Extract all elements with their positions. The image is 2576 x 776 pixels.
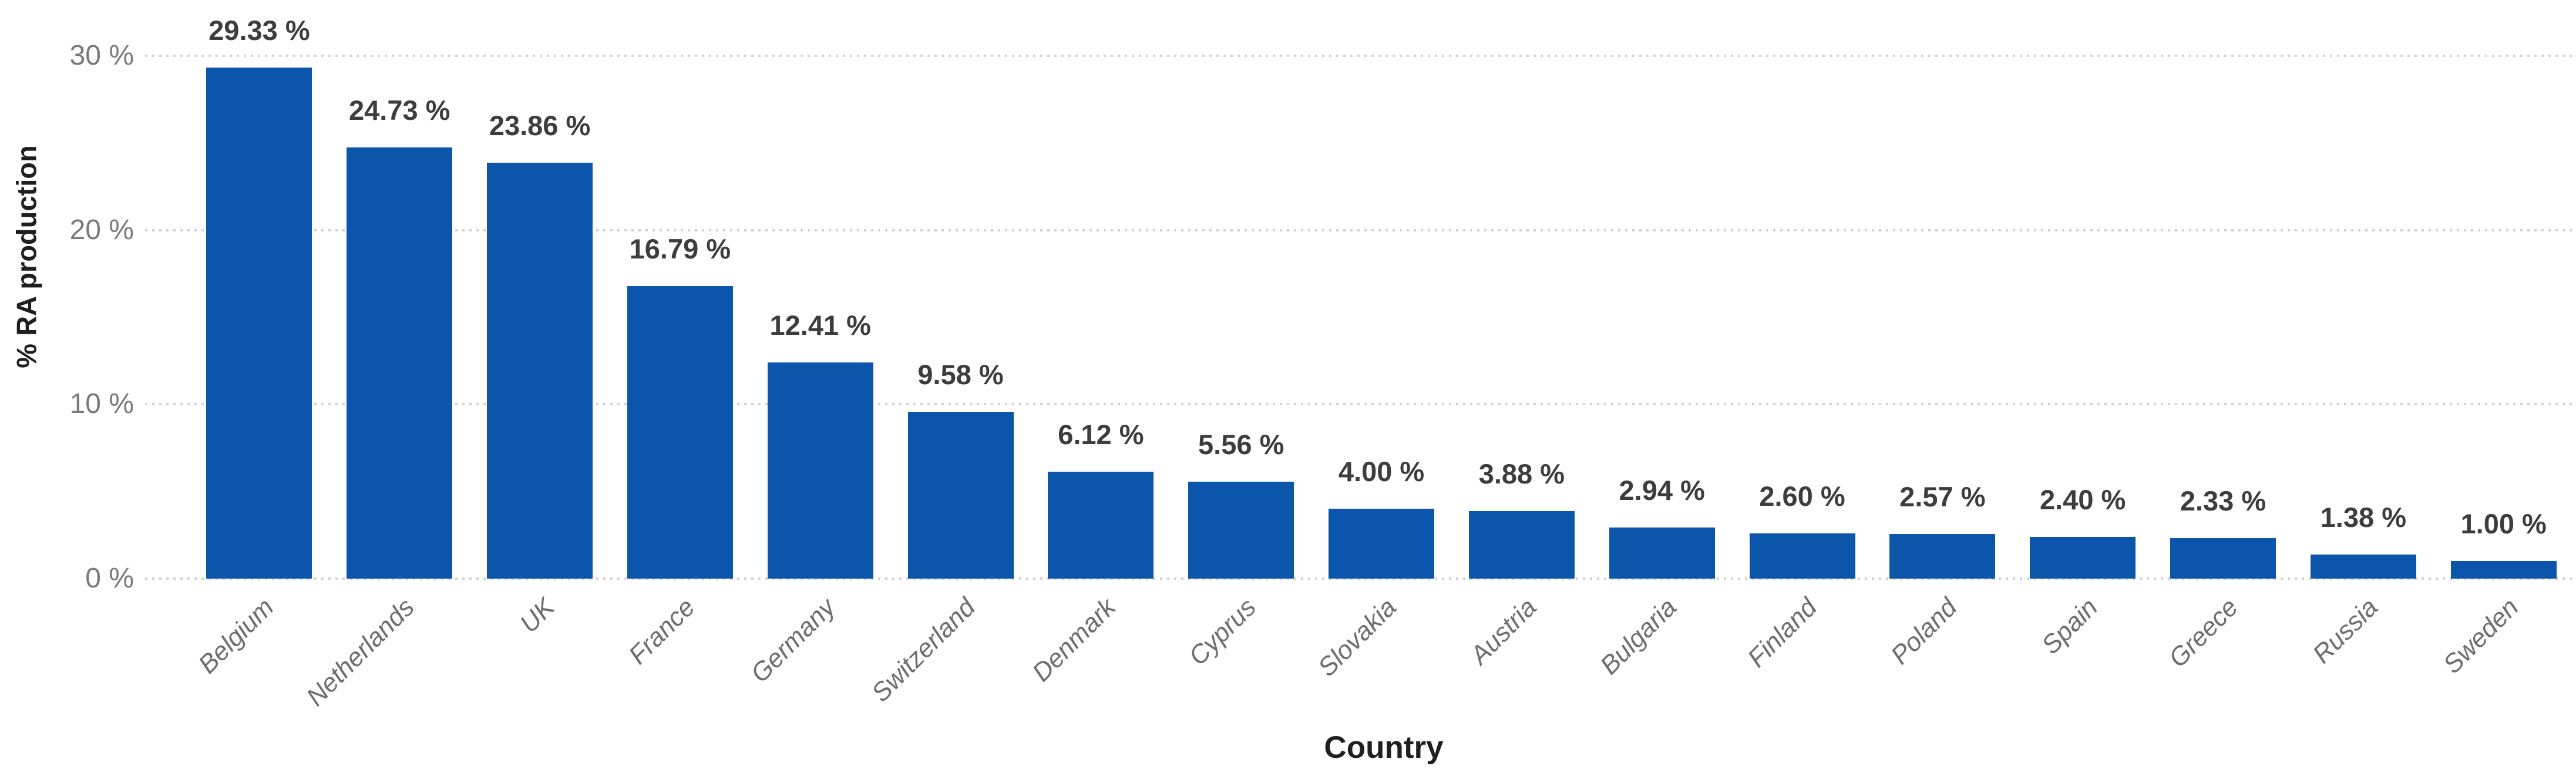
bar-slot-belgium: 29.33 % Belgium [189, 0, 329, 679]
bar-slot-greece: 2.33 % Greece [2153, 0, 2293, 673]
bar-belgium[interactable] [206, 68, 312, 579]
bars-layer: 29.33 % Belgium 24.73 % Netherlands 23.86 % U… [189, 0, 2574, 711]
bar-slot-cyprus: 5.56 % Cyprus [1171, 0, 1311, 671]
bar-slot-netherlands: 24.73 % Netherlands [301, 0, 470, 711]
bar-bulgaria[interactable] [1609, 528, 1715, 579]
bar-slot-finland: 2.60 % Finland [1732, 0, 1872, 673]
bar-slot-poland: 2.57 % Poland [1872, 0, 2013, 670]
y-tick-label-20pct: 20 % [69, 214, 134, 246]
bar-slot-uk: 23.86 % UK [470, 0, 610, 639]
bar-slot-austria: 3.88 % Austria [1451, 0, 1592, 670]
bar-value-label-poland: 2.57 % [1899, 481, 1986, 512]
y-tick-label-0pct: 0 % [85, 563, 134, 594]
bar-value-label-netherlands: 24.73 % [349, 95, 450, 126]
bar-austria[interactable] [1468, 511, 1575, 579]
bar-value-label-france: 16.79 % [629, 233, 731, 264]
bar-value-label-switzerland: 9.58 % [917, 359, 1004, 390]
bar-value-label-sweden: 1.00 % [2460, 508, 2547, 539]
bar-value-label-spain: 2.40 % [2040, 484, 2126, 515]
gridline-10pct [145, 403, 2576, 406]
bar-slot-sweden: 1.00 % Sweden [2433, 0, 2574, 679]
bar-value-label-bulgaria: 2.94 % [1619, 475, 1705, 506]
bar-germany[interactable] [767, 362, 873, 579]
bar-netherlands[interactable] [347, 147, 453, 579]
bar-switzerland[interactable] [907, 412, 1014, 579]
bar-value-label-slovakia: 4.00 % [1338, 456, 1425, 487]
bar-slot-bulgaria: 2.94 % Bulgaria [1592, 0, 1732, 680]
bar-uk[interactable] [487, 163, 593, 579]
bar-slot-russia: 1.38 % Russia [2293, 0, 2433, 669]
gridline-30pct [145, 55, 2576, 57]
bar-poland[interactable] [1889, 534, 1996, 579]
y-tick-label-30pct: 30 % [69, 40, 134, 71]
bar-russia[interactable] [2310, 555, 2416, 579]
bar-spain[interactable] [2030, 537, 2136, 579]
bar-value-label-russia: 1.38 % [2320, 502, 2406, 533]
bar-value-label-cyprus: 5.56 % [1198, 429, 1284, 460]
bar-france[interactable] [627, 286, 733, 579]
bar-slovakia[interactable] [1329, 509, 1435, 579]
bar-value-label-uk: 23.86 % [489, 110, 591, 141]
bar-slot-slovakia: 4.00 % Slovakia [1311, 0, 1452, 682]
bar-slot-germany: 12.41 % Germany [745, 0, 890, 688]
x-axis-title: Country [1324, 730, 1444, 765]
bar-denmark[interactable] [1048, 472, 1154, 579]
bar-greece[interactable] [2170, 538, 2276, 579]
bar-finland[interactable] [1749, 533, 1855, 579]
bar-slot-denmark: 6.12 % Denmark [1027, 0, 1171, 687]
bar-value-label-finland: 2.60 % [1759, 481, 1845, 512]
bar-value-label-germany: 12.41 % [769, 310, 871, 341]
bar-slot-spain: 2.40 % Spain [2013, 0, 2153, 660]
gridline-20pct [145, 229, 2576, 231]
y-tick-label-10pct: 10 % [69, 388, 134, 420]
bar-value-label-denmark: 6.12 % [1058, 419, 1144, 450]
bar-sweden[interactable] [2450, 561, 2557, 579]
bar-value-label-belgium: 29.33 % [208, 15, 310, 46]
bar-slot-switzerland: 9.58 % Switzerland [866, 0, 1031, 707]
gridline-0pct [145, 577, 2576, 580]
bar-value-label-greece: 2.33 % [2180, 485, 2266, 516]
bar-value-label-austria: 3.88 % [1478, 458, 1565, 489]
bar-slot-france: 16.79 % France [610, 0, 750, 670]
bar-cyprus[interactable] [1188, 482, 1294, 579]
